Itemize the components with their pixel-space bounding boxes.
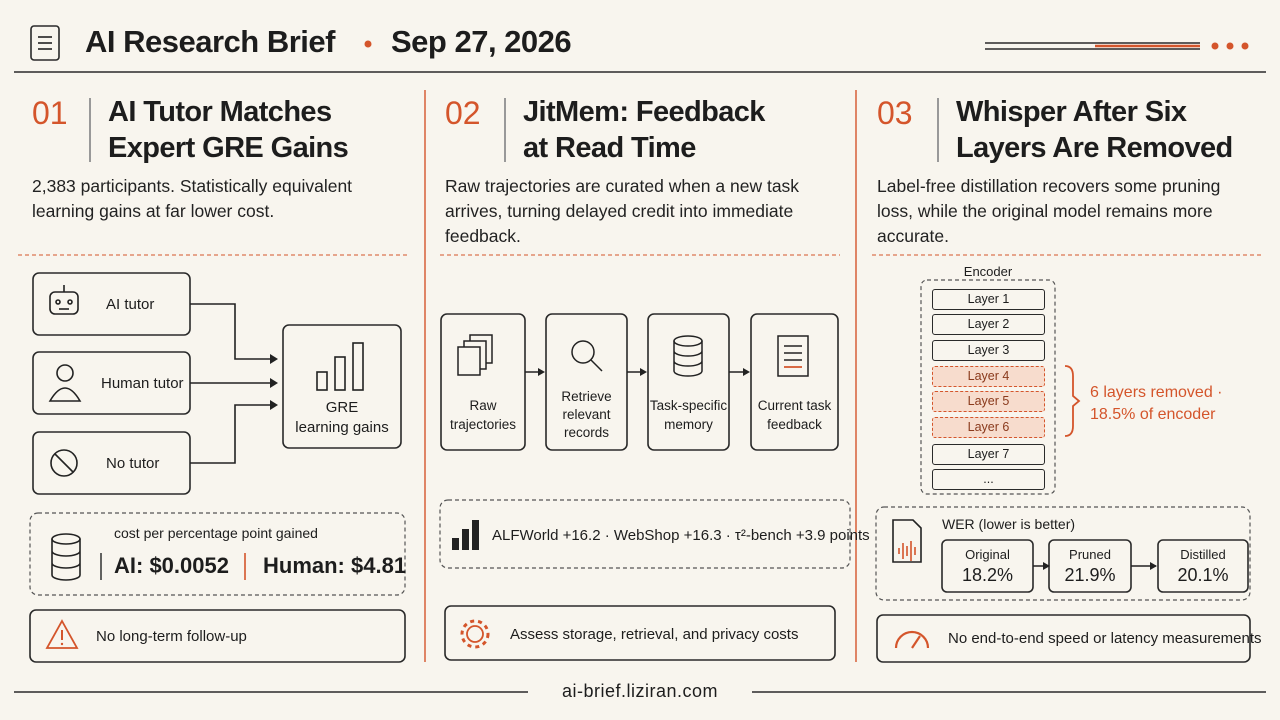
heading: AI Tutor Matches [108,96,332,128]
step: Retrieve relevant records [546,388,627,442]
title: AI Research Brief [85,24,335,59]
layer: Layer 7 [932,444,1045,465]
layer: Layer 1 [932,289,1045,310]
removed-layer: Layer 5 [932,391,1045,412]
target: GRE [325,399,359,416]
step-line: trajectories [449,417,517,432]
input: Human tutor [101,375,184,392]
note: Assess storage, retrieval, and privacy c… [510,626,799,643]
cost-human: Human: $4.81 [263,553,407,578]
layer: Layer 2 [932,314,1045,335]
model-value: 20.1% [1177,565,1229,585]
model-name: Distilled [1180,547,1226,562]
footer: ai-brief.liziran.com [561,681,719,701]
model-name: Original [965,547,1010,562]
step-line: relevant [562,407,611,422]
step: Task-specific memory [648,396,729,434]
step: Current task feedback [751,396,838,434]
step-line: memory [664,417,713,432]
step-line: feedback [767,417,822,432]
cost-ai: AI: $0.0052 [114,553,229,578]
step-line: records [563,425,609,440]
heading: Layers Are Removed [956,132,1233,164]
date: Sep 27, 2026 [391,24,572,59]
note: No long-term follow-up [96,628,247,645]
dot [364,40,372,48]
heading: Expert GRE Gains [108,132,349,164]
description: 2,383 participants. Statistically equiva… [32,176,353,221]
removed-label: 6 layers removed · [1090,384,1223,401]
description: Label-free distillation recovers some pr… [877,176,1221,246]
removed-layer: Layer 6 [932,417,1045,438]
doc-icon [30,25,60,61]
heading: Whisper After Six [956,96,1187,128]
step-line: Current task [757,398,832,413]
input: AI tutor [106,296,155,313]
input: No tutor [106,455,160,472]
step-line: Task-specific [649,398,728,413]
description: Raw trajectories are curated when a new … [445,176,800,246]
model-name: Pruned [1069,547,1111,562]
heading: JitMem: Feedback [523,96,765,128]
number: 01 [32,95,68,131]
model-value: 18.2% [961,565,1014,585]
number: 03 [877,95,913,131]
removed-label: 18.5% of encoder [1090,406,1216,423]
cost-label: cost per percentage point gained [114,525,318,541]
step-line: Retrieve [561,389,612,404]
step: Raw trajectories [441,396,525,434]
heading: at Read Time [523,132,696,164]
results: ALFWorld +16.2 · WebShop +16.3 · τ²-benc… [492,527,870,544]
step-line: Raw [469,398,497,413]
encoder-label: Encoder [963,264,1013,279]
model-value: 21.9% [1064,565,1116,585]
number: 02 [445,95,481,131]
target: learning gains [295,419,389,436]
removed-layer: Layer 4 [932,366,1045,387]
wer-label: WER (lower is better) [942,516,1076,532]
note: No end-to-end speed or latency measureme… [948,630,1262,647]
layer: Layer 3 [932,340,1045,361]
layer: ... [932,469,1045,490]
